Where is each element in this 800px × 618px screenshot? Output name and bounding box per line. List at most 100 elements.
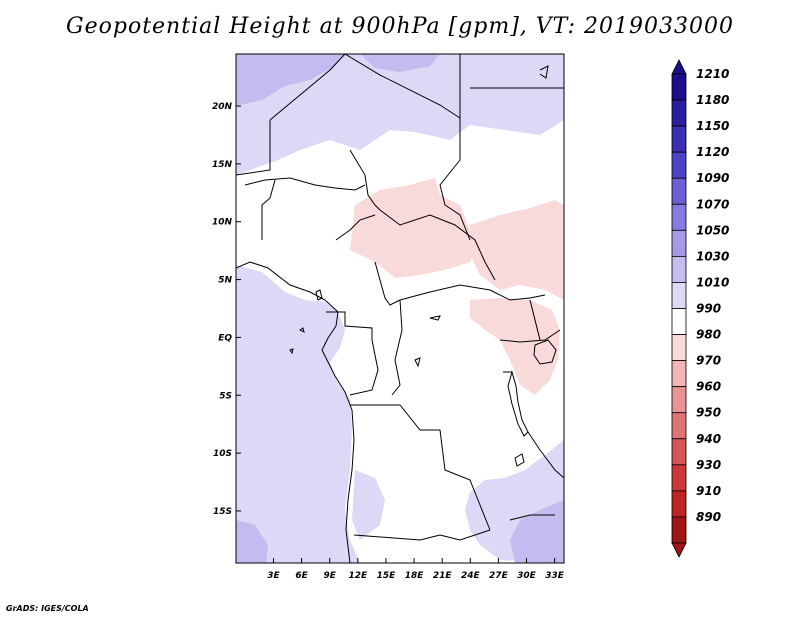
colorbar-swatch — [671, 73, 687, 101]
border-segment — [261, 179, 276, 240]
colorbar-level-label: 950 — [696, 406, 721, 420]
colorbar-level-label: 1030 — [696, 249, 729, 263]
lake — [514, 453, 525, 467]
lake — [414, 357, 421, 368]
lon-tick-label: 3E — [267, 571, 280, 581]
colorbar: 1210 1180 1150 1120 1090 1070 1050 1030 1010 990 9… — [671, 59, 729, 558]
field-1030-northwest — [236, 54, 345, 106]
colorbar-level-label: 910 — [696, 484, 721, 498]
map-title: Geopotential Height at 900hPa [gpm], VT:… — [66, 14, 734, 39]
coastline-east — [539, 65, 549, 79]
field-1010-north — [236, 54, 564, 175]
colorbar-bottom-arrow — [671, 542, 687, 558]
colorbar-level-label: 1010 — [696, 275, 729, 289]
colorbar-swatch — [671, 177, 687, 205]
field-1030-north — [360, 54, 440, 72]
field-980-eastafrica — [470, 298, 560, 395]
lat-tick-label: 5S — [219, 391, 232, 401]
lat-tick-label: EQ — [218, 333, 232, 343]
lake-victoria — [533, 339, 557, 365]
field-980-central — [350, 178, 480, 278]
border-segment — [349, 339, 379, 396]
lon-tick-label: 27E — [489, 571, 509, 581]
colorbar-level-label: 940 — [696, 432, 721, 446]
borders — [236, 54, 564, 563]
footer-credit: GrADS: IGES/COLA — [6, 604, 89, 613]
border-segment — [335, 214, 376, 241]
coastline-west — [236, 261, 355, 563]
lon-tick-label: 12E — [348, 571, 368, 581]
lon-tick-label: 24E — [461, 571, 481, 581]
lake — [429, 315, 441, 321]
small-features — [289, 289, 525, 467]
border-segment — [236, 120, 271, 176]
colorbar-swatch — [671, 308, 687, 335]
lon-tick-label: 21E — [433, 571, 453, 581]
lat-tick-label: 15S — [213, 507, 232, 517]
border-segment — [326, 311, 373, 340]
border-segment — [374, 261, 546, 306]
colorbar-swatch — [671, 438, 687, 466]
colorbar-level-label: 1070 — [696, 197, 729, 211]
island — [299, 327, 305, 333]
map-panel — [236, 54, 564, 563]
colorbar-level-label: 1120 — [696, 145, 729, 159]
colorbar-level-label: 930 — [696, 458, 721, 472]
map-frame — [235, 53, 565, 564]
lon-tick-label: 15E — [377, 571, 397, 581]
border-segment — [244, 177, 366, 191]
colorbar-level-label: 890 — [696, 510, 721, 524]
border-segment — [439, 118, 471, 241]
field-1030-southeast — [510, 500, 564, 563]
colorbar-swatch — [671, 334, 687, 362]
lon-tick-label: 9E — [324, 571, 337, 581]
colorbar-swatch — [671, 282, 687, 309]
colorbar-swatch — [671, 255, 687, 283]
border-segment — [269, 54, 346, 121]
island — [289, 348, 294, 355]
lon-tick-label: 18E — [405, 571, 425, 581]
border-segment — [527, 431, 564, 479]
colorbar-swatch — [671, 360, 687, 388]
colorbar-level-label: 970 — [696, 354, 721, 368]
longitude-axis: 3E 6E 9E 12E 15E 18E 21E 24E 27E 30E 33E — [267, 558, 565, 581]
colorbar-swatch — [671, 412, 687, 440]
lat-tick-label: 10S — [213, 449, 232, 459]
colorbar-level-label: 1050 — [696, 223, 729, 237]
lon-tick-label: 30E — [517, 571, 537, 581]
colorbar-swatch — [671, 229, 687, 257]
lat-tick-label: 15N — [212, 160, 233, 170]
field-1010-south — [352, 470, 385, 540]
colorbar-swatch — [671, 490, 687, 518]
colorbar-level-label: 1180 — [696, 93, 729, 107]
lon-tick-label: 6E — [295, 571, 308, 581]
colorbar-level-label: 990 — [696, 302, 721, 316]
field-1030-southwest — [236, 520, 268, 563]
border-segment — [350, 404, 491, 531]
colorbar-level-label: 1210 — [696, 67, 729, 81]
colorbar-swatch — [671, 99, 687, 127]
latitude-axis: 20N 15N 10N 5N EQ 5S 10S 15S — [212, 102, 241, 517]
border-segment — [353, 529, 491, 541]
colorbar-level-label: 1150 — [696, 119, 729, 133]
lon-tick-label: 33E — [545, 571, 565, 581]
border-segment — [391, 299, 403, 396]
lake-tanganyika — [507, 370, 529, 437]
colorbar-swatch — [671, 125, 687, 153]
border-segment — [509, 514, 555, 521]
colorbar-swatch — [671, 516, 687, 544]
colorbar-level-label: 960 — [696, 380, 721, 394]
colorbar-swatch — [671, 203, 687, 231]
colorbar-swatch — [671, 151, 687, 179]
border-segment — [379, 209, 496, 281]
colorbar-level-label: 980 — [696, 328, 721, 342]
field-980-east — [470, 200, 564, 300]
border-segment — [349, 149, 381, 211]
island — [315, 289, 323, 301]
colorbar-top-arrow — [671, 59, 687, 75]
colorbar-swatch — [671, 386, 687, 414]
lat-tick-label: 20N — [212, 102, 233, 112]
colorbar-swatch — [671, 464, 687, 492]
border-segment — [529, 299, 541, 341]
